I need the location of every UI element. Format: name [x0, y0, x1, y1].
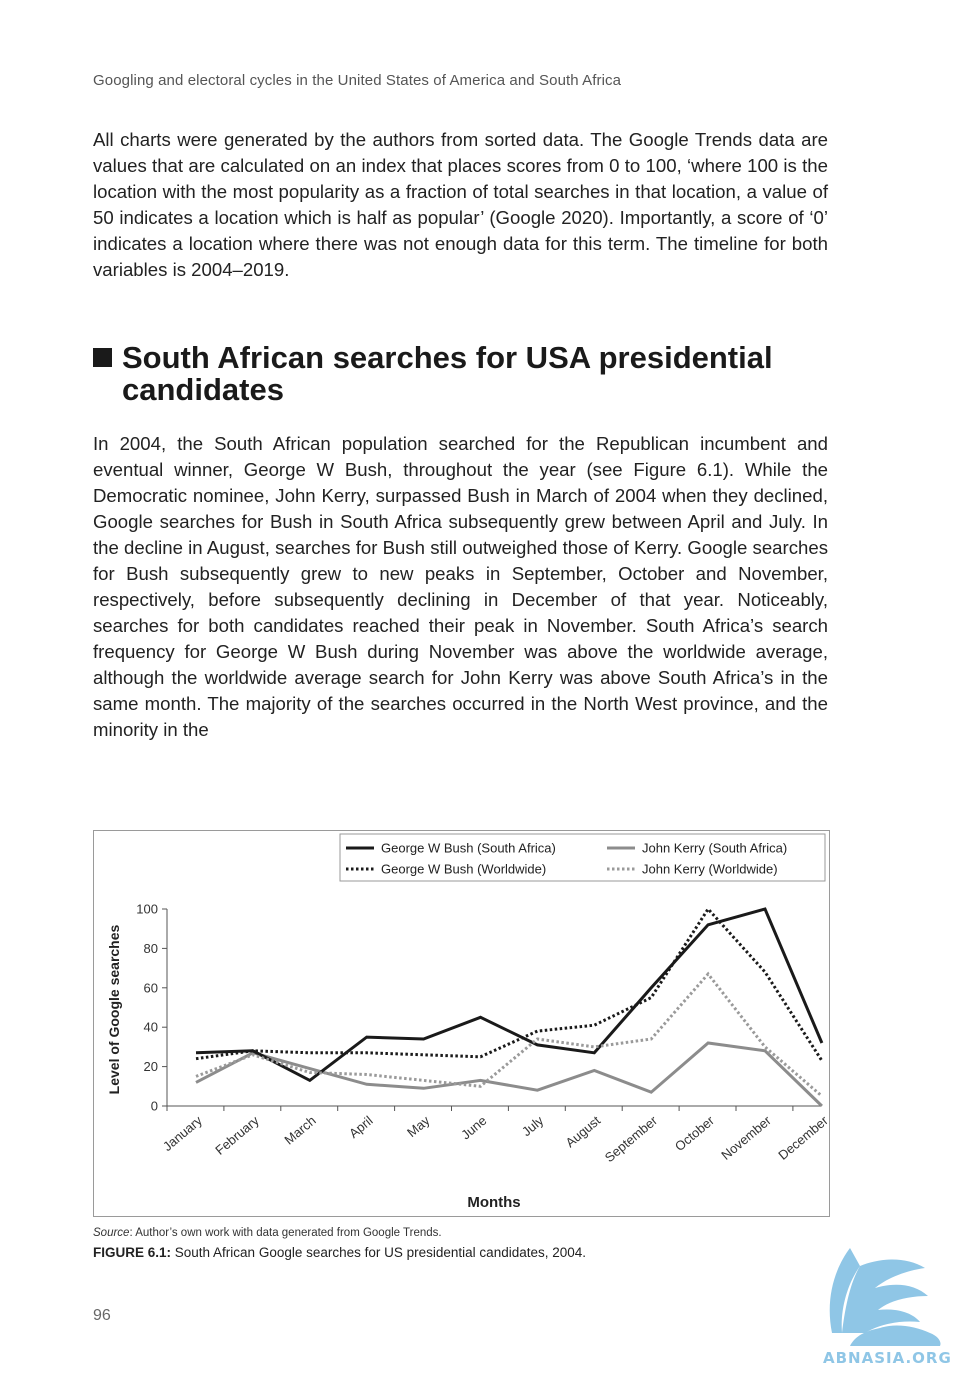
line-chart: George W Bush (South Africa) George W Bus…: [106, 833, 829, 1211]
x-tick-label: August: [563, 1113, 604, 1151]
figure-source-caption: Source: Author’s own work with data gene…: [93, 1227, 442, 1239]
watermark-text: ABNASIA.ORG: [823, 1349, 952, 1367]
heading-square-icon: [93, 348, 112, 367]
legend-label: John Kerry (South Africa): [642, 841, 787, 856]
page-number: 96: [93, 1307, 111, 1324]
watermark-logo: ABNASIA.ORG: [820, 1238, 964, 1384]
running-head: Googling and electoral cycles in the Uni…: [93, 72, 622, 89]
x-tick-label: May: [404, 1112, 433, 1140]
figure-label: FIGURE 6.1:: [93, 1245, 172, 1260]
x-tick-label: March: [281, 1113, 318, 1148]
legend-label: George W Bush (South Africa): [381, 841, 556, 856]
x-tick-label: February: [212, 1112, 262, 1157]
x-tick-label: September: [602, 1112, 661, 1165]
series-line: [195, 907, 824, 1083]
source-label: Source: [93, 1227, 130, 1239]
y-tick-label: 40: [144, 1020, 158, 1035]
x-tick-label: June: [458, 1113, 489, 1143]
x-tick-label: December: [775, 1112, 829, 1162]
y-tick-label: 100: [136, 902, 158, 917]
legend-label: George W Bush (Worldwide): [381, 862, 546, 877]
section-heading-text: South African searches for USA president…: [122, 340, 773, 407]
x-tick-label: July: [519, 1112, 547, 1139]
intro-paragraph: All charts were generated by the authors…: [93, 129, 828, 280]
x-tick-label: November: [718, 1112, 774, 1162]
legend-label: John Kerry (Worldwide): [642, 862, 778, 877]
series-line: [195, 1041, 823, 1108]
source-text: : Author’s own work with data generated …: [129, 1227, 442, 1239]
x-tick-label: January: [160, 1112, 205, 1154]
body-paragraph: In 2004, the South African population se…: [93, 433, 828, 740]
figure-caption-text: South African Google searches for US pre…: [171, 1245, 587, 1260]
x-tick-label: October: [672, 1112, 718, 1154]
series-line: [195, 971, 823, 1098]
griffin-logo-icon: [829, 1248, 941, 1346]
series-line: [195, 906, 824, 1062]
y-tick-label: 80: [144, 941, 158, 956]
figure-caption: FIGURE 6.1: South African Google searche…: [93, 1245, 586, 1260]
y-tick-label: 20: [144, 1059, 158, 1074]
legend-box: [339, 833, 826, 882]
y-tick-label: 60: [144, 980, 158, 995]
x-axis-title: Months: [467, 1194, 520, 1211]
y-axis-title: Level of Google searches: [106, 924, 122, 1094]
x-tick-label: April: [346, 1113, 376, 1141]
y-tick-label: 0: [151, 1099, 158, 1114]
figure-chart-box: George W Bush (South Africa) George W Bus…: [93, 830, 830, 1217]
